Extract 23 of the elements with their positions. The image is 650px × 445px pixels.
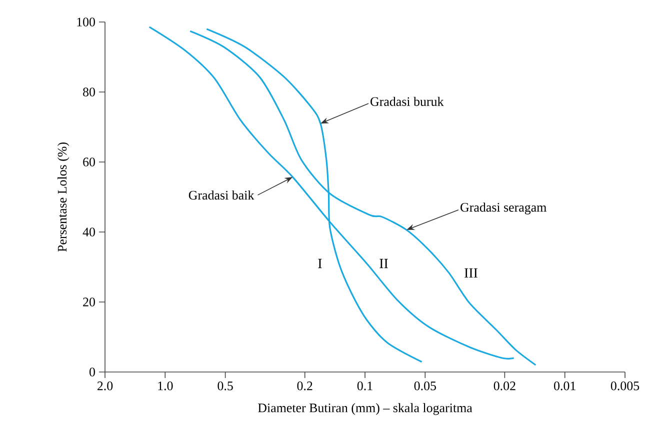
x-tick-label: 2.0	[97, 382, 113, 390]
series-label: I	[318, 258, 322, 268]
x-tick-label: 0.01	[554, 382, 576, 390]
x-axis-title: Diameter Butiran (mm) – skala logaritma	[258, 403, 472, 415]
y-tick-label: 40	[82, 228, 95, 236]
series-label: III	[464, 268, 478, 278]
y-tick-label: 100	[77, 18, 95, 26]
x-tick-label: 0.2	[297, 382, 312, 390]
annotation: Gradasi baik	[188, 190, 254, 200]
x-tick-label: 0.005	[610, 382, 640, 390]
x-tick-label: 1.0	[158, 382, 173, 390]
annotation: Gradasi seragam	[460, 202, 546, 214]
y-axis-title: Persentase Lolos (%)	[57, 142, 70, 252]
annotation: Gradasi buruk	[370, 96, 444, 106]
y-tick-label: 20	[83, 298, 95, 306]
series-label: II	[380, 258, 388, 268]
y-tick-label: 80	[83, 88, 95, 96]
x-tick-label: 0.1	[357, 382, 372, 390]
y-tick-label: 0	[90, 368, 95, 376]
x-tick-label: 0.5	[218, 382, 233, 390]
x-tick-label: 0.02	[494, 382, 516, 390]
y-tick-label: 60	[83, 158, 95, 166]
x-tick-label: 0.05	[414, 382, 436, 390]
